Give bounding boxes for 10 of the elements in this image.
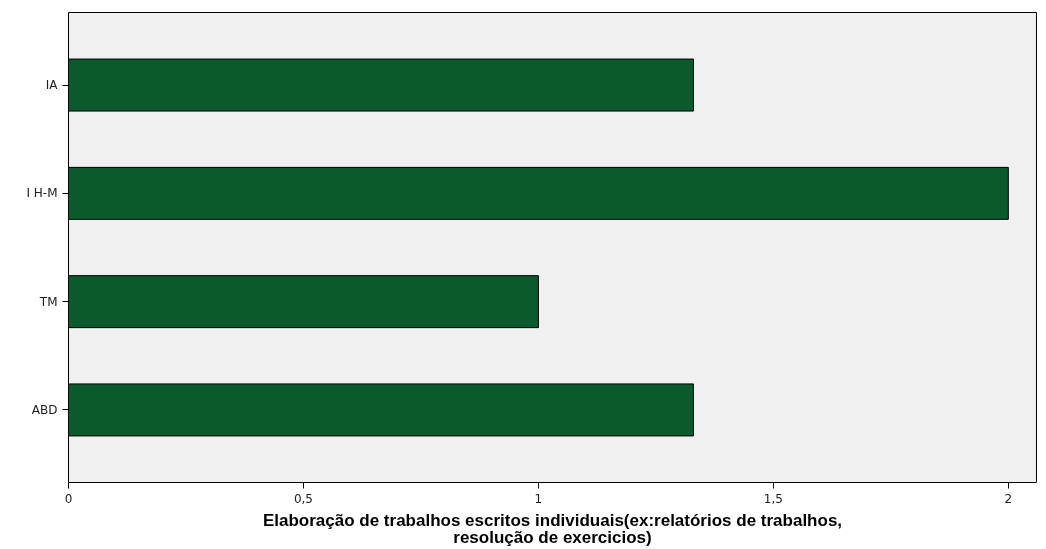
x-tick-label: 2: [1004, 491, 1013, 506]
y-tick-label: TM: [38, 294, 58, 309]
x-tick-label: 1,5: [763, 491, 783, 506]
y-tick-label: ABD: [31, 402, 58, 417]
y-tick-label: IA: [45, 78, 59, 93]
y-tick-label: I H-M: [26, 186, 58, 201]
x-tick-label: 0: [64, 491, 73, 506]
x-tick-label: 0,5: [293, 491, 313, 506]
x-tick-label: 1: [534, 491, 543, 506]
x-axis-title: Elaboração de trabalhos escritos individuais(ex:relatórios de trabalhos, resolução de exercicios): [262, 510, 843, 547]
